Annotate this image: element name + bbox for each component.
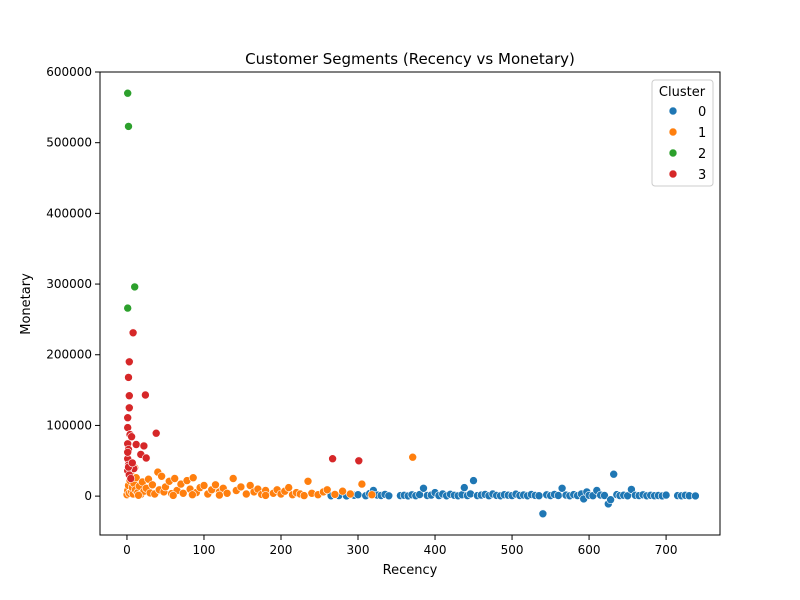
data-point-cluster-2 bbox=[123, 88, 132, 98]
data-point-cluster-0 bbox=[691, 491, 700, 501]
data-point-cluster-3 bbox=[128, 328, 138, 338]
data-point-cluster-1 bbox=[188, 490, 197, 500]
legend-marker-cluster-1 bbox=[668, 127, 678, 137]
data-point-cluster-1 bbox=[245, 481, 255, 490]
plot-frame bbox=[99, 71, 721, 536]
legend-marker-cluster-3 bbox=[668, 169, 678, 179]
data-point-cluster-0 bbox=[469, 476, 478, 485]
legend-marker-cluster-2 bbox=[668, 148, 678, 158]
x-tick-label: 200 bbox=[270, 543, 293, 557]
x-tick-label: 300 bbox=[347, 543, 370, 557]
legend: Cluster 0 1 2 3 bbox=[651, 79, 714, 187]
data-point-cluster-0 bbox=[609, 469, 619, 479]
plot-background bbox=[100, 72, 720, 535]
y-tick-label: 200000 bbox=[46, 348, 92, 362]
legend-title: Cluster bbox=[659, 85, 706, 100]
x-tick-label: 600 bbox=[578, 543, 601, 557]
data-point-cluster-3 bbox=[354, 456, 364, 466]
data-point-cluster-0 bbox=[600, 491, 609, 500]
x-tick-label: 100 bbox=[193, 543, 216, 557]
data-point-cluster-1 bbox=[242, 489, 251, 499]
x-tick-label: 700 bbox=[655, 543, 678, 557]
y-tick-label: 300000 bbox=[46, 277, 92, 291]
data-point-cluster-2 bbox=[123, 303, 132, 313]
data-point-cluster-3 bbox=[123, 447, 132, 457]
legend-label-cluster-3: 3 bbox=[698, 168, 706, 183]
data-point-cluster-3 bbox=[151, 428, 161, 438]
y-tick-label: 600000 bbox=[46, 65, 92, 79]
data-point-cluster-1 bbox=[148, 480, 157, 490]
y-tick-label: 0 bbox=[84, 489, 92, 503]
data-point-cluster-0 bbox=[661, 490, 671, 500]
data-point-cluster-3 bbox=[123, 413, 132, 423]
data-point-cluster-0 bbox=[459, 483, 469, 492]
data-point-cluster-1 bbox=[215, 490, 224, 500]
legend-box bbox=[651, 79, 714, 187]
data-point-cluster-2 bbox=[130, 282, 139, 292]
legend-marker-cluster-0 bbox=[668, 106, 678, 116]
data-point-cluster-1 bbox=[408, 452, 418, 462]
y-tick-label: 500000 bbox=[46, 136, 92, 150]
data-point-cluster-0 bbox=[419, 483, 428, 493]
data-point-cluster-0 bbox=[557, 483, 567, 493]
data-point-cluster-1 bbox=[188, 473, 198, 483]
data-point-cluster-1 bbox=[284, 483, 294, 492]
data-point-cluster-3 bbox=[125, 403, 134, 413]
data-point-cluster-0 bbox=[353, 490, 363, 500]
data-point-cluster-1 bbox=[134, 490, 143, 500]
data-point-cluster-1 bbox=[168, 491, 178, 500]
legend-label-cluster-0: 0 bbox=[698, 105, 706, 120]
data-point-cluster-1 bbox=[236, 482, 246, 492]
y-axis-label: Monetary bbox=[19, 273, 34, 335]
data-point-cluster-1 bbox=[303, 476, 313, 486]
data-point-cluster-0 bbox=[553, 491, 563, 500]
y-tick-label: 400000 bbox=[46, 206, 92, 220]
data-point-cluster-1 bbox=[345, 489, 355, 499]
data-point-cluster-1 bbox=[228, 474, 238, 483]
data-point-cluster-0 bbox=[606, 495, 615, 505]
legend-label-cluster-2: 2 bbox=[698, 147, 706, 162]
data-point-cluster-3 bbox=[125, 391, 134, 401]
data-point-cluster-1 bbox=[211, 480, 220, 490]
data-point-cluster-3 bbox=[124, 373, 133, 382]
data-point-cluster-1 bbox=[367, 490, 377, 500]
data-point-cluster-3 bbox=[128, 458, 137, 468]
legend-items: 0 1 2 3 bbox=[668, 105, 706, 183]
x-axis-label: Recency bbox=[383, 563, 438, 578]
x-tick-label: 0 bbox=[123, 543, 131, 557]
data-point-cluster-0 bbox=[627, 485, 636, 494]
x-axis: 0 100 200 300 400 500 600 700 bbox=[123, 535, 678, 557]
data-point-cluster-0 bbox=[534, 491, 544, 501]
data-point-cluster-3 bbox=[125, 357, 134, 367]
data-point-cluster-1 bbox=[178, 488, 188, 498]
data-point-cluster-0 bbox=[384, 491, 394, 501]
data-point-cluster-1 bbox=[330, 490, 340, 499]
legend-label-cluster-1: 1 bbox=[698, 126, 706, 141]
points-layer bbox=[122, 88, 700, 519]
y-axis: 0 100000 200000 300000 400000 500000 600000 bbox=[46, 65, 100, 503]
data-point-cluster-1 bbox=[157, 471, 166, 481]
chart-title: Customer Segments (Recency vs Monetary) bbox=[245, 50, 575, 68]
data-point-cluster-1 bbox=[222, 488, 232, 498]
x-tick-label: 400 bbox=[424, 543, 447, 557]
data-point-cluster-1 bbox=[170, 474, 179, 483]
data-point-cluster-3 bbox=[126, 474, 136, 483]
data-point-cluster-3 bbox=[139, 441, 149, 451]
data-point-cluster-1 bbox=[299, 491, 309, 500]
data-point-cluster-3 bbox=[131, 440, 141, 449]
data-point-cluster-3 bbox=[328, 454, 337, 464]
data-point-cluster-0 bbox=[538, 509, 548, 519]
data-point-cluster-1 bbox=[357, 479, 367, 489]
data-point-cluster-3 bbox=[141, 390, 150, 400]
data-point-cluster-1 bbox=[261, 491, 270, 500]
data-point-cluster-2 bbox=[124, 122, 133, 131]
y-tick-label: 100000 bbox=[46, 418, 92, 432]
data-point-cluster-1 bbox=[338, 486, 347, 496]
data-point-cluster-1 bbox=[199, 481, 209, 490]
x-tick-label: 500 bbox=[501, 543, 524, 557]
data-point-cluster-3 bbox=[127, 432, 136, 442]
data-point-cluster-1 bbox=[322, 485, 332, 495]
data-point-cluster-3 bbox=[141, 453, 151, 463]
